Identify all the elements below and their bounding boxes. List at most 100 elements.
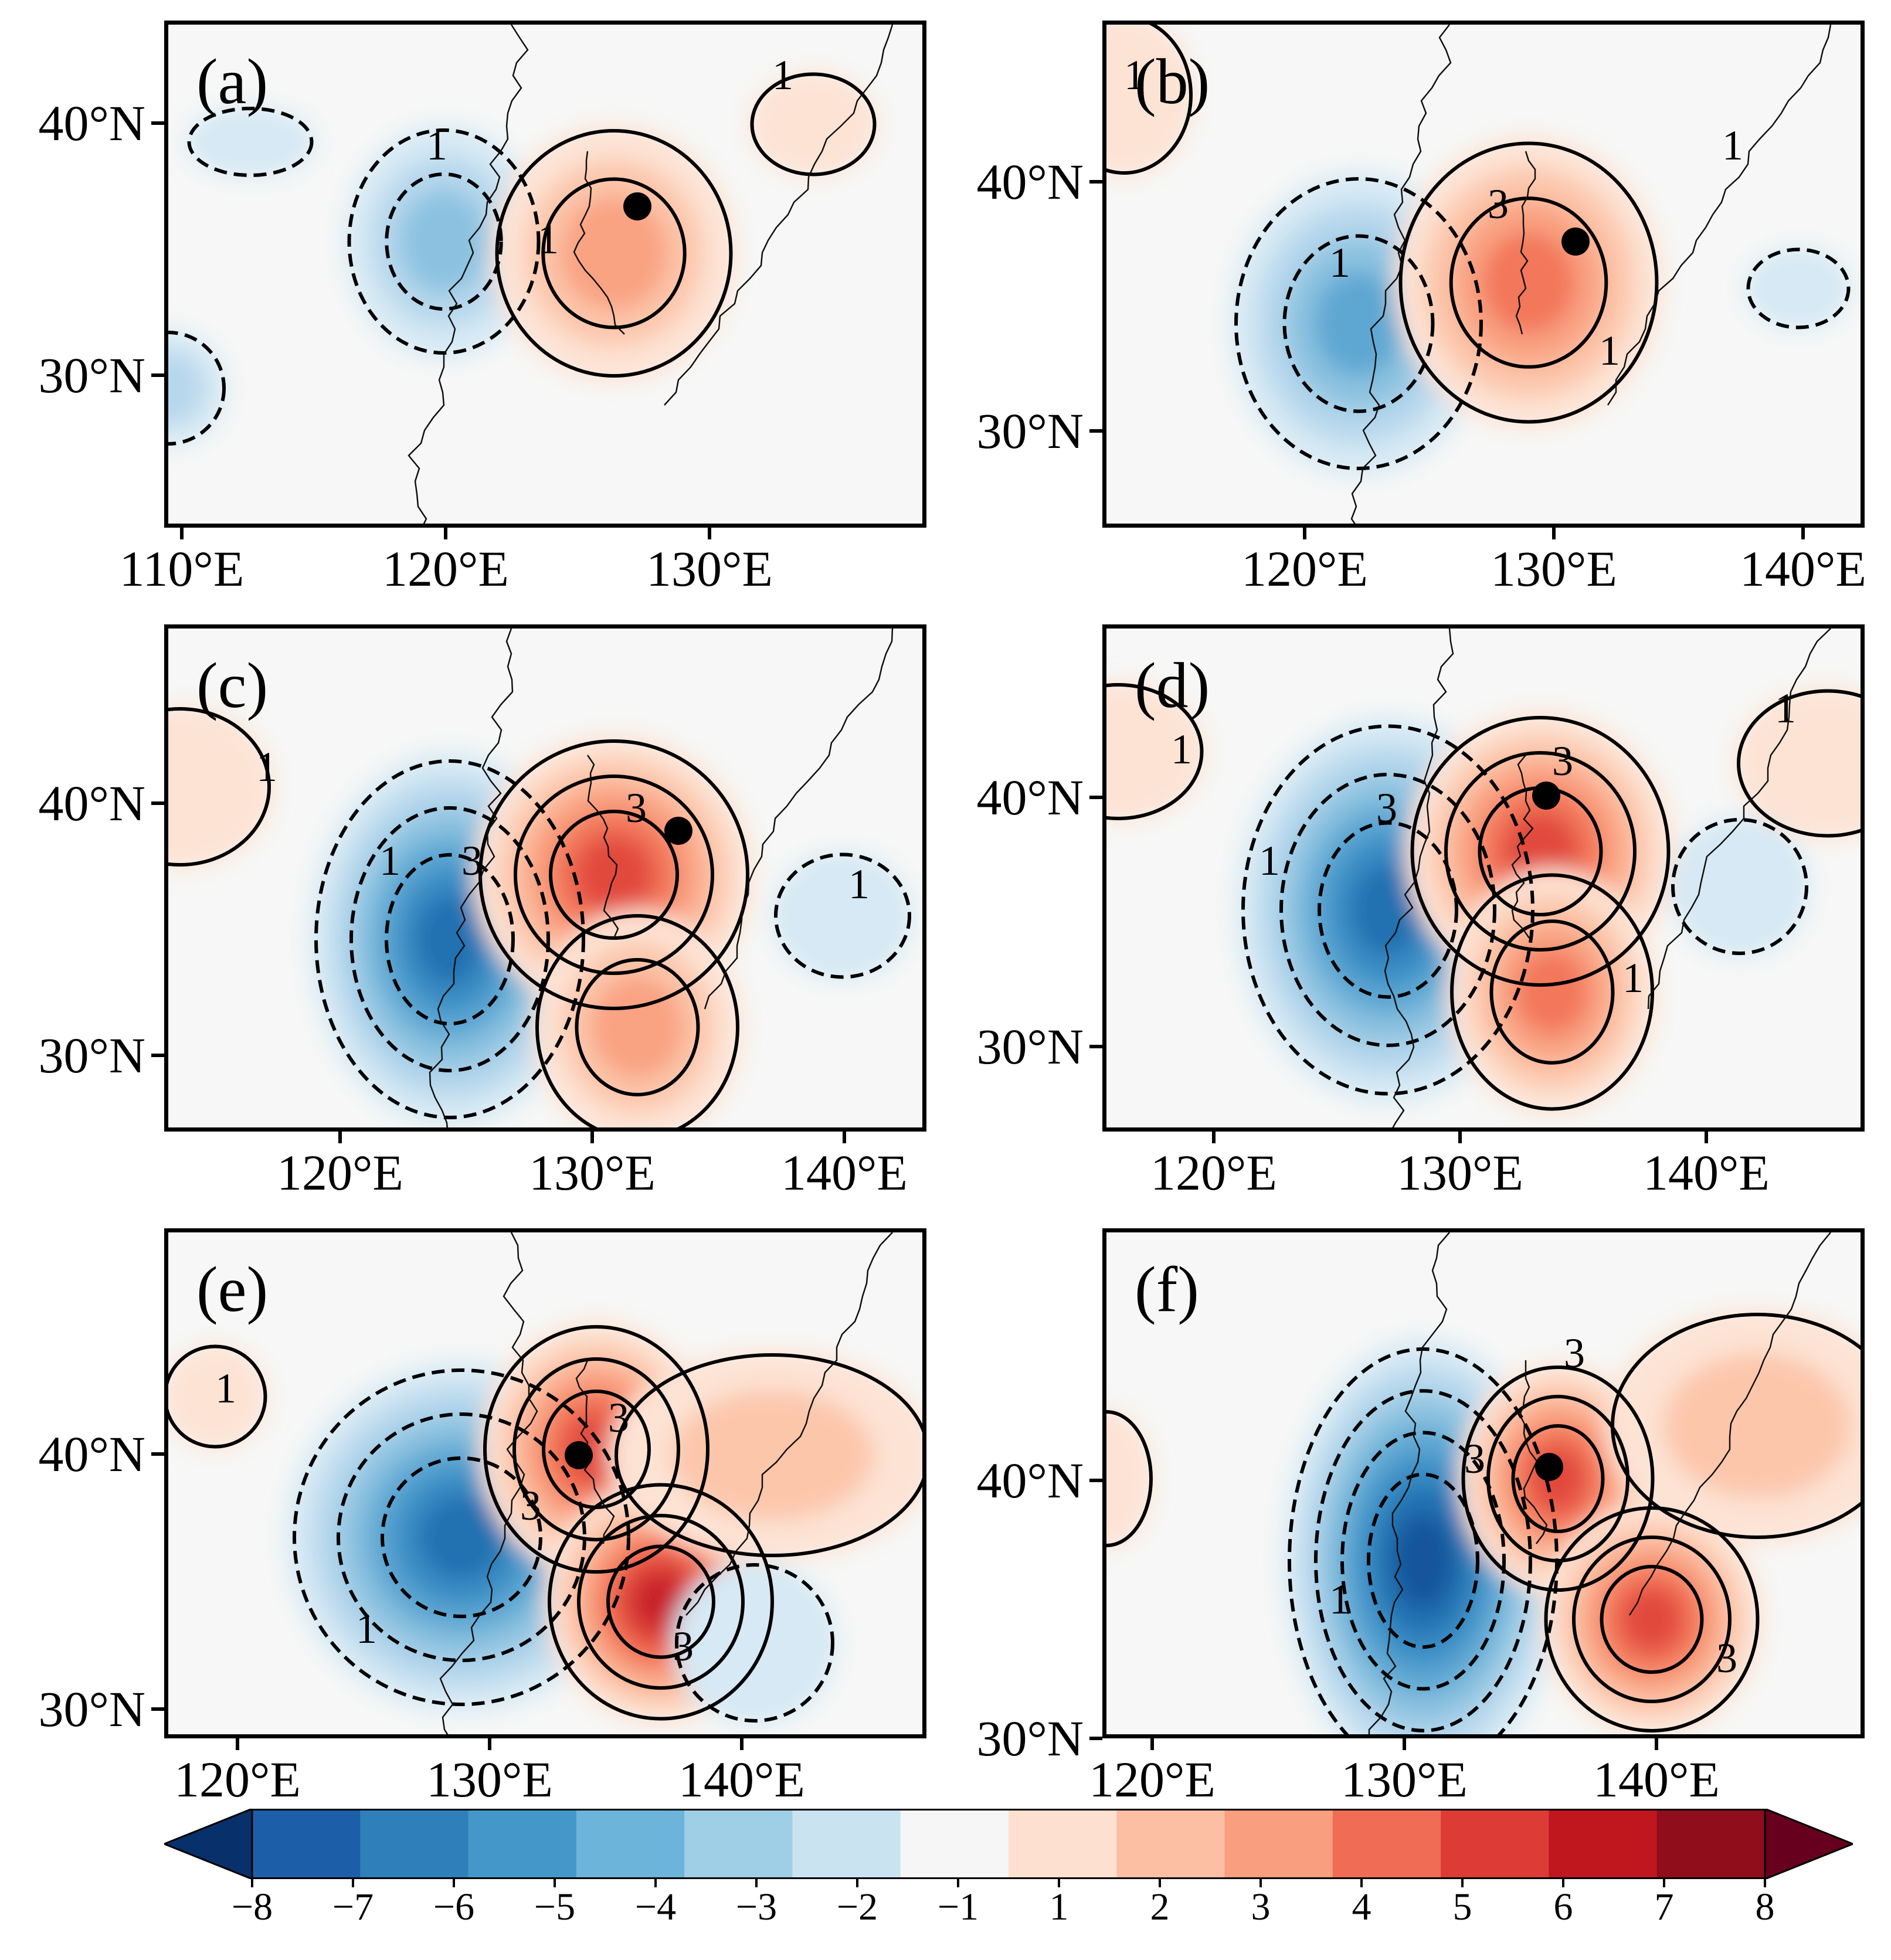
colorbar-segment: [1009, 1809, 1117, 1879]
contour-label: 1: [1722, 122, 1743, 169]
longitude-tick-mark: [590, 1132, 594, 1143]
negative-anomaly-shade: [1351, 863, 1425, 957]
longitude-tick-mark: [1552, 528, 1556, 539]
longitude-tick-label: 130°E: [426, 1751, 553, 1808]
contour-label: 1: [1775, 685, 1796, 732]
longitude-tick-mark: [1212, 1132, 1216, 1143]
contour-label: 1: [1622, 954, 1644, 1001]
latitude-tick-mark: [1089, 1479, 1102, 1482]
negative-anomaly-shade: [399, 189, 488, 294]
colorbar-tick-label: 8: [1755, 1886, 1775, 1928]
colorbar-tick-mark: [352, 1879, 354, 1887]
colorbar-segment: [684, 1809, 793, 1879]
latitude-tick-mark: [1089, 1045, 1102, 1048]
map-frame: 133311(e): [164, 1228, 926, 1738]
colorbar-tick-mark: [251, 1879, 253, 1887]
latitude-tick-mark: [151, 373, 164, 377]
longitude-tick-mark: [1150, 1738, 1154, 1750]
positive-anomaly-shade: [632, 1572, 690, 1632]
station-dot-marker: [565, 1441, 593, 1469]
colorbar-tick-label: −3: [735, 1886, 778, 1928]
colorbar-tick-label: 2: [1150, 1886, 1170, 1928]
negative-contour-line: [1318, 821, 1458, 999]
map-frame: 33113(f): [1102, 1228, 1865, 1738]
positive-anomaly-shade: [1106, 1408, 1153, 1549]
negative-contour-line: [1314, 1389, 1532, 1733]
panel-label: (d): [1135, 650, 1210, 721]
map-frame: 1 1 1 (a): [164, 21, 926, 528]
positive-contour-line: [512, 1357, 680, 1541]
positive-anomaly-shade: [1620, 1585, 1684, 1653]
panel-label: (b): [1135, 46, 1210, 117]
panel-label: (e): [196, 1254, 269, 1325]
positive-contour-line: [1398, 141, 1659, 424]
contour-label: 1: [1259, 837, 1280, 884]
positive-anomaly-shade: [1734, 687, 1861, 840]
colorbar-max-extend: [1764, 1809, 1853, 1879]
latitude-tick-label: 30°N: [38, 1681, 146, 1737]
longitude-tick-mark: [180, 528, 184, 539]
contour-label: 3: [608, 1394, 629, 1441]
positive-contour-line: [1572, 1536, 1732, 1703]
negative-anomaly-shade: [1746, 247, 1851, 330]
positive-anomaly-shade: [573, 834, 654, 915]
map-field: 33113: [1106, 1232, 1861, 1734]
longitude-tick-mark: [1705, 1132, 1708, 1143]
positive-contour-line: [1544, 1506, 1760, 1733]
colorbar-tick-mark: [1360, 1879, 1363, 1887]
positive-anomaly-shade: [1106, 25, 1194, 177]
longitude-tick-label: 130°E: [1341, 1751, 1468, 1808]
colorbar-tick-mark: [957, 1879, 959, 1887]
colorbar-tick-label: 5: [1452, 1886, 1472, 1928]
negative-contour-line: [385, 172, 503, 311]
latitude-tick-mark: [151, 1452, 164, 1456]
negative-contour-line: [314, 759, 585, 1119]
colorbar-segment: [792, 1809, 901, 1879]
positive-contour-line: [1511, 1424, 1605, 1533]
positive-contour-line: [1410, 716, 1671, 987]
positive-contour-line: [1449, 196, 1608, 369]
longitude-tick-label: 130°E: [529, 1144, 656, 1201]
map-frame: 1 1 1 3 1 (b): [1102, 21, 1865, 528]
colorbar-segment: [1116, 1809, 1225, 1879]
colorbar-tick-mark: [453, 1879, 455, 1887]
latitude-tick-label: 30°N: [38, 1027, 146, 1083]
positive-contour-line: [1611, 1313, 1861, 1539]
longitude-tick-mark: [740, 1738, 744, 1750]
longitude-tick-mark: [1303, 528, 1306, 539]
negative-contour-line: [349, 806, 550, 1072]
negative-anomaly-shade: [415, 894, 484, 985]
colorbar-tick-label: −2: [836, 1886, 878, 1928]
colorbar-tick-label: 4: [1352, 1886, 1371, 1928]
longitude-tick-mark: [1458, 1132, 1462, 1143]
colorbar-tick-label: 1: [1049, 1886, 1069, 1928]
colorbar-tick-label: 6: [1553, 1886, 1573, 1928]
contour-label: 1: [426, 122, 447, 169]
positive-contour-line: [541, 177, 687, 330]
longitude-tick-mark: [1801, 528, 1805, 539]
coastline: [408, 25, 894, 524]
colorbar-tick-mark: [755, 1879, 758, 1887]
colorbar-segment: [360, 1809, 469, 1879]
panel-label: (f): [1135, 1254, 1199, 1325]
negative-anomaly-shade: [772, 851, 913, 980]
longitude-tick-label: 140°E: [1643, 1144, 1770, 1201]
colorbar-tick-mark: [1764, 1879, 1766, 1887]
panel-label: (a): [196, 46, 269, 117]
contour-label: 1: [215, 1365, 236, 1412]
positive-contour-line: [1461, 1365, 1655, 1592]
coastline: [1368, 1232, 1831, 1734]
colorbar-segment: [468, 1809, 577, 1879]
coastline: [429, 629, 894, 1127]
colorbar-tick-mark: [1562, 1879, 1564, 1887]
longitude-tick-mark: [708, 528, 711, 539]
positive-contour-line: [1444, 751, 1637, 952]
negative-contour-line: [1279, 773, 1496, 1047]
colorbar-segment: [1441, 1809, 1549, 1879]
negative-anomaly-shade: [1669, 816, 1810, 957]
latitude-tick-mark: [151, 121, 164, 125]
latitude-tick-label: 40°N: [38, 1426, 146, 1482]
colorbar-tick-mark: [856, 1879, 858, 1887]
positive-contour-line: [577, 1514, 745, 1690]
latitude-tick-label: 40°N: [976, 769, 1084, 826]
